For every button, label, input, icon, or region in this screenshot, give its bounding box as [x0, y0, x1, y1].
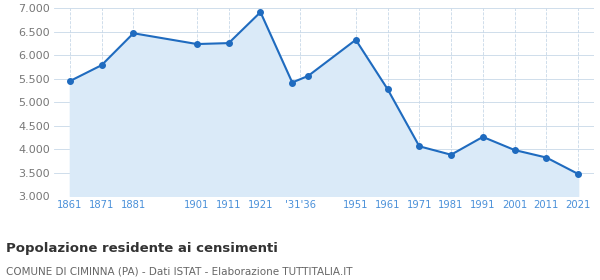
Text: Popolazione residente ai censimenti: Popolazione residente ai censimenti [6, 242, 278, 255]
Text: COMUNE DI CIMINNA (PA) - Dati ISTAT - Elaborazione TUTTITALIA.IT: COMUNE DI CIMINNA (PA) - Dati ISTAT - El… [6, 267, 353, 277]
